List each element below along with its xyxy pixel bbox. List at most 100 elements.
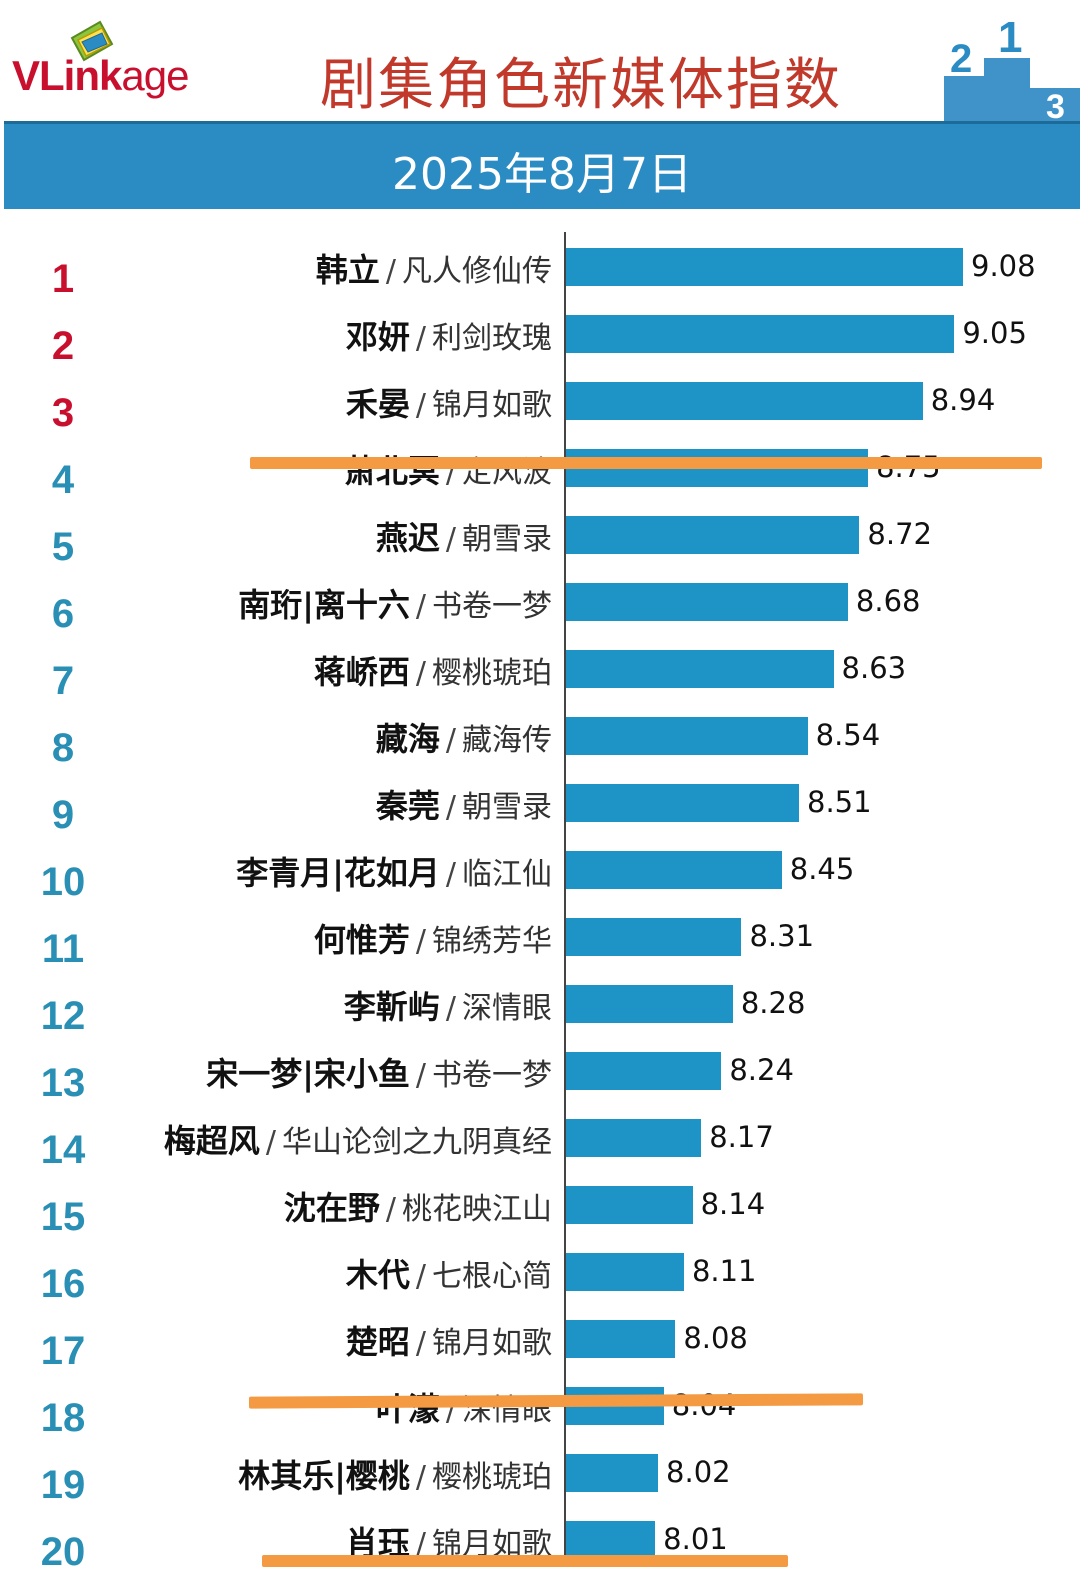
bar <box>566 985 733 1023</box>
data-label: 8.63 <box>841 651 907 685</box>
label-separator: / <box>415 924 426 959</box>
row-label: 木代 / 七根心简 <box>346 1250 552 1296</box>
character-name: 蒋峤西 <box>313 653 410 691</box>
row-label: 何惟芳 / 锦绣芳华 <box>314 915 552 961</box>
show-title: 藏海传 <box>462 723 552 758</box>
bar <box>566 851 782 889</box>
row-label: 韩立 / 凡人修仙传 <box>316 245 552 291</box>
show-title: 利剑玫瑰 <box>432 321 552 356</box>
rank-number: 7 <box>51 659 75 703</box>
character-name: 梅超风 <box>163 1122 260 1160</box>
rank-number: 4 <box>51 458 75 502</box>
bar <box>566 1521 656 1559</box>
data-label: 8.02 <box>666 1455 731 1489</box>
label-separator: / <box>415 589 426 624</box>
chart-date: 2025年8月7日 <box>392 149 692 200</box>
label-separator: / <box>385 254 396 289</box>
data-label: 8.45 <box>789 852 855 886</box>
bar <box>566 650 834 688</box>
logo-v: V <box>12 52 40 99</box>
data-label: 8.17 <box>709 1120 774 1154</box>
row-label: 梅超风 / 华山论剑之九阴真经 <box>164 1116 552 1162</box>
show-title: 书卷一梦 <box>432 1058 552 1093</box>
character-name: 楚昭 <box>345 1323 410 1361</box>
data-label: 8.51 <box>807 785 872 819</box>
rank-number: 19 <box>40 1463 86 1507</box>
bar <box>566 1186 693 1224</box>
show-title: 书卷一梦 <box>432 589 552 624</box>
row-label: 李靳屿 / 深情眼 <box>344 982 552 1028</box>
logo-age: age <box>121 52 189 99</box>
rank-number: 15 <box>40 1195 86 1239</box>
label-separator: / <box>415 1527 426 1562</box>
character-name: 宋一梦|宋小鱼 <box>206 1055 410 1093</box>
character-name: 林其乐|樱桃 <box>238 1457 410 1495</box>
rank-number: 1 <box>51 257 75 301</box>
cutoff-line <box>262 1555 788 1567</box>
page-title: 剧集角色新媒体指数 <box>320 53 842 118</box>
show-title: 临江仙 <box>462 857 552 892</box>
row-label: 李青月|花如月 / 临江仙 <box>236 848 552 894</box>
data-label: 8.01 <box>663 1522 728 1556</box>
rank-number: 11 <box>41 927 85 971</box>
data-label: 9.08 <box>971 249 1036 283</box>
bar <box>566 1320 676 1358</box>
character-name: 禾晏 <box>345 385 410 423</box>
vlinkage-logo: VLinkage <box>12 18 252 108</box>
show-title: 华山论剑之九阴真经 <box>282 1125 552 1160</box>
bar <box>566 516 860 554</box>
cutoff-line <box>250 457 1042 469</box>
row-label: 楚昭 / 锦月如歌 <box>346 1317 552 1363</box>
data-label: 8.94 <box>930 383 996 417</box>
podium-second: 2 <box>950 37 972 81</box>
character-name: 李青月|花如月 <box>236 854 440 892</box>
rank-number: 6 <box>51 592 75 636</box>
show-title: 七根心简 <box>432 1259 552 1294</box>
rank-number: 12 <box>40 994 86 1038</box>
row-label: 秦莞 / 朝雪录 <box>376 781 552 827</box>
date-band: 2025年8月7日 <box>4 121 1080 209</box>
show-title: 锦绣芳华 <box>432 924 552 959</box>
row-label: 林其乐|樱桃 / 樱桃琥珀 <box>238 1451 552 1497</box>
row-label: 南珩|离十六 / 书卷一梦 <box>238 580 552 626</box>
character-name: 木代 <box>345 1256 410 1294</box>
show-title: 樱桃琥珀 <box>432 1460 552 1495</box>
rank-number: 3 <box>51 391 75 435</box>
character-name: 燕迟 <box>375 519 440 557</box>
rank-number: 14 <box>40 1128 86 1172</box>
podium-third: 3 <box>1046 88 1065 122</box>
data-label: 9.05 <box>962 316 1027 350</box>
logo-link: Link <box>39 52 122 99</box>
label-separator: / <box>445 991 456 1026</box>
rank-number: 2 <box>51 324 75 368</box>
label-separator: / <box>415 1326 426 1361</box>
label-separator: / <box>265 1125 276 1160</box>
row-label: 禾晏 / 锦月如歌 <box>346 379 552 425</box>
podium-icon: 2 1 3 <box>944 14 1080 122</box>
data-label: 8.24 <box>729 1053 794 1087</box>
bar <box>566 784 800 822</box>
bar <box>566 248 963 286</box>
row-label: 沈在野 / 桃花映江山 <box>284 1183 552 1229</box>
data-label: 8.68 <box>855 584 921 618</box>
show-title: 桃花映江山 <box>402 1192 552 1227</box>
rank-number: 18 <box>40 1396 86 1440</box>
rank-number: 20 <box>40 1530 86 1574</box>
show-title: 樱桃琥珀 <box>432 656 552 691</box>
label-separator: / <box>445 1393 456 1428</box>
logo-cards-icon <box>70 20 114 62</box>
character-name: 李靳屿 <box>343 988 440 1026</box>
row-label: 萧北冥 / 定风波 <box>344 446 552 492</box>
logo-wordmark: VLinkage <box>12 52 189 100</box>
label-separator: / <box>445 723 456 758</box>
show-title: 锦月如歌 <box>432 1326 552 1361</box>
label-separator: / <box>415 656 426 691</box>
cutoff-line <box>248 1393 864 1409</box>
show-title: 朝雪录 <box>462 522 552 557</box>
show-title: 锦月如歌 <box>432 388 552 423</box>
bar <box>566 918 742 956</box>
row-label: 燕迟 / 朝雪录 <box>376 513 552 559</box>
data-label: 8.14 <box>700 1187 766 1221</box>
rank-number: 10 <box>40 860 86 904</box>
